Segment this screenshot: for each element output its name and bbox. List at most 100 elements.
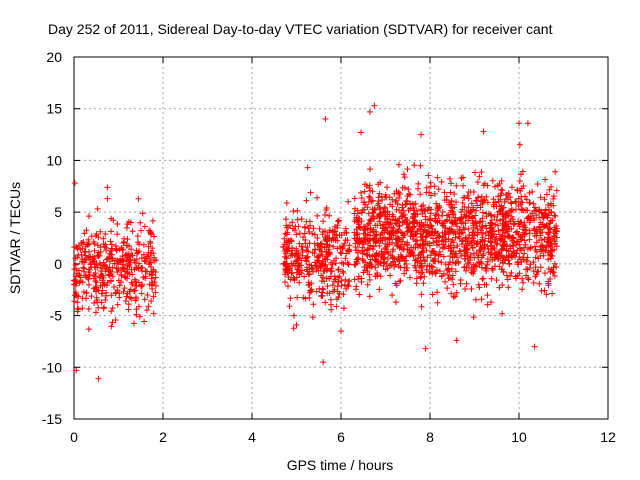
data-point	[141, 318, 148, 325]
data-point	[290, 325, 297, 332]
data-point	[387, 201, 394, 208]
data-point	[475, 259, 482, 266]
data-point	[345, 261, 352, 268]
data-point	[473, 241, 480, 248]
data-point	[509, 216, 516, 223]
data-point	[452, 293, 459, 300]
data-point	[369, 253, 376, 260]
data-point	[505, 223, 512, 230]
data-point	[328, 259, 335, 266]
data-point	[426, 242, 433, 249]
data-point	[129, 228, 136, 235]
data-point	[358, 195, 365, 202]
data-point	[467, 257, 474, 264]
data-point	[439, 208, 446, 215]
data-point	[471, 232, 478, 239]
data-point	[335, 266, 342, 273]
data-point	[393, 282, 400, 289]
data-point	[104, 184, 111, 191]
data-point	[465, 259, 472, 266]
data-point	[143, 307, 150, 314]
data-point	[433, 242, 440, 249]
data-point	[358, 129, 365, 136]
data-point	[78, 251, 85, 258]
data-point	[357, 189, 364, 196]
data-point	[129, 281, 136, 288]
data-point	[531, 343, 538, 350]
data-point	[534, 268, 541, 275]
data-point	[310, 268, 317, 275]
data-point	[533, 232, 540, 239]
data-point	[138, 254, 145, 261]
data-point	[456, 229, 463, 236]
data-point	[344, 281, 351, 288]
data-point	[538, 248, 545, 255]
data-point	[479, 218, 486, 225]
data-point	[405, 207, 412, 214]
data-point	[518, 185, 525, 192]
data-point	[331, 228, 338, 235]
data-point	[353, 232, 360, 239]
data-point	[354, 207, 361, 214]
data-point	[434, 174, 441, 181]
data-point	[453, 199, 460, 206]
data-point	[499, 310, 506, 317]
data-point	[338, 277, 345, 284]
data-point	[401, 174, 408, 181]
data-point	[489, 224, 496, 231]
data-point	[101, 262, 108, 269]
data-point	[418, 264, 425, 271]
data-point	[460, 182, 467, 189]
data-point	[308, 280, 315, 287]
data-point	[110, 217, 117, 224]
data-point	[298, 243, 305, 250]
data-point	[116, 282, 123, 289]
data-point	[321, 255, 328, 262]
data-point	[475, 194, 482, 201]
data-point	[108, 308, 115, 315]
data-point	[470, 268, 477, 275]
data-point	[550, 229, 557, 236]
data-point	[85, 241, 92, 248]
data-point	[461, 244, 468, 251]
data-point	[126, 242, 133, 249]
data-point	[306, 240, 313, 247]
data-point	[496, 284, 503, 291]
data-point	[398, 229, 405, 236]
data-point	[516, 223, 523, 230]
data-points	[71, 102, 560, 382]
data-point	[456, 226, 463, 233]
data-point	[538, 210, 545, 217]
data-point	[517, 247, 524, 254]
data-point	[475, 281, 482, 288]
data-point	[378, 248, 385, 255]
data-point	[143, 257, 150, 264]
data-point	[370, 226, 377, 233]
data-point	[367, 166, 374, 173]
data-point	[383, 194, 390, 201]
data-point	[428, 232, 435, 239]
data-point	[543, 291, 550, 298]
data-point	[91, 247, 98, 254]
data-point	[289, 245, 296, 252]
data-point	[389, 254, 396, 261]
data-point	[114, 231, 121, 238]
data-point	[425, 172, 432, 179]
data-point	[479, 201, 486, 208]
data-point	[90, 258, 97, 265]
data-point	[464, 238, 471, 245]
data-point	[294, 216, 301, 223]
data-point	[513, 275, 520, 282]
data-point	[73, 367, 80, 374]
data-point	[111, 260, 118, 267]
data-point	[367, 259, 374, 266]
data-point	[98, 299, 105, 306]
data-point	[523, 257, 530, 264]
data-point	[403, 197, 410, 204]
y-tick-label: 10	[46, 152, 62, 168]
data-point	[481, 245, 488, 252]
data-point	[299, 267, 306, 274]
data-point	[331, 223, 338, 230]
data-point	[547, 255, 554, 262]
